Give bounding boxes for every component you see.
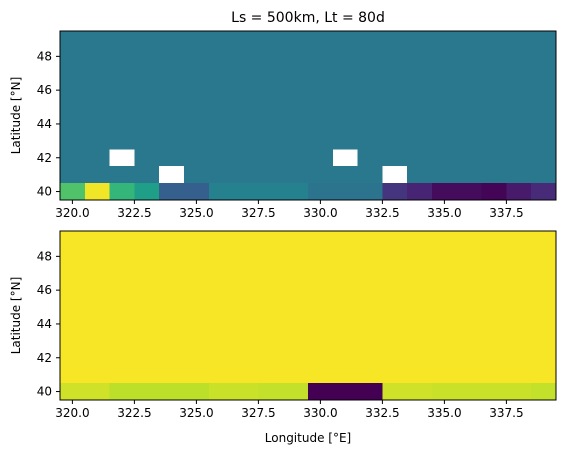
heatmap-cell bbox=[283, 383, 309, 400]
y-tick-label: 40 bbox=[37, 185, 52, 199]
y-tick-label: 48 bbox=[37, 249, 52, 263]
heatmap-cell bbox=[332, 183, 358, 200]
heatmap-cell bbox=[456, 383, 482, 400]
missing-cell bbox=[109, 149, 135, 167]
heatmap-cell bbox=[134, 183, 160, 200]
y-tick-label: 46 bbox=[37, 83, 52, 97]
heatmap-row-fill bbox=[60, 166, 556, 184]
y-tick-label: 48 bbox=[37, 49, 52, 63]
heatmap-cell bbox=[233, 383, 259, 400]
heatmap-cell bbox=[84, 183, 110, 200]
heatmap-cell bbox=[60, 183, 86, 200]
plot-frame bbox=[59, 30, 557, 201]
y-tick-label: 42 bbox=[37, 351, 52, 365]
heatmap-cell bbox=[357, 183, 383, 200]
plot-frame bbox=[59, 230, 557, 401]
heatmap-row-fill bbox=[60, 231, 556, 384]
heatmap-cell bbox=[208, 383, 234, 400]
missing-cell bbox=[159, 166, 184, 184]
x-tick-label: 320.0 bbox=[55, 406, 89, 420]
heatmap-cell bbox=[84, 383, 110, 400]
x-tick-label: 337.5 bbox=[489, 406, 523, 420]
heatmap-cell bbox=[308, 383, 334, 400]
heatmap-cell bbox=[184, 383, 210, 400]
y-tick-label: 40 bbox=[37, 385, 52, 399]
heatmap-cell bbox=[407, 183, 433, 200]
heatmap-cell bbox=[456, 183, 482, 200]
y-tick-label: 42 bbox=[37, 151, 52, 165]
heatmap-cell bbox=[258, 183, 284, 200]
y-axis-label: Latitude [°N] bbox=[9, 77, 23, 155]
x-axis-label: Longitude [°E] bbox=[265, 431, 351, 445]
heatmap-cell bbox=[481, 383, 507, 400]
x-tick-label: 327.5 bbox=[241, 206, 275, 220]
heatmap-cell bbox=[159, 383, 185, 400]
heatmap-cell bbox=[332, 383, 358, 400]
y-axis-label: Latitude [°N] bbox=[9, 277, 23, 355]
x-tick-label: 325.0 bbox=[179, 406, 213, 420]
heatmap-row-fill bbox=[60, 31, 556, 150]
x-tick-label: 322.5 bbox=[117, 206, 151, 220]
y-tick-label: 46 bbox=[37, 283, 52, 297]
heatmap-cell bbox=[357, 383, 383, 400]
x-tick-label: 320.0 bbox=[55, 206, 89, 220]
x-tick-label: 335.0 bbox=[427, 406, 461, 420]
x-tick-label: 322.5 bbox=[117, 406, 151, 420]
heatmap-cell bbox=[283, 183, 309, 200]
x-tick-label: 330.0 bbox=[303, 206, 337, 220]
heatmap-cell bbox=[60, 383, 86, 400]
heatmap-cell bbox=[159, 183, 185, 200]
x-tick-label: 325.0 bbox=[179, 206, 213, 220]
heatmap-cell bbox=[382, 383, 408, 400]
heatmap-cell bbox=[531, 383, 557, 400]
bottom-heatmap-panel: 320.0 322.5 325.0 327.5 330.0 332.5 335.0 337.5… bbox=[9, 230, 557, 445]
heatmap-cell bbox=[432, 383, 458, 400]
heatmap-cell bbox=[258, 383, 284, 400]
heatmap-cell bbox=[184, 183, 210, 200]
x-tick-label: 335.0 bbox=[427, 206, 461, 220]
top-heatmap-panel: 320.0 322.5 325.0 327.5 330.0 332.5 335.0 337.5… bbox=[9, 10, 557, 245]
missing-cell bbox=[382, 166, 408, 184]
heatmap-cell bbox=[109, 383, 135, 400]
y-tick-label: 44 bbox=[37, 117, 52, 131]
heatmap-cell bbox=[109, 183, 135, 200]
heatmap-cell bbox=[531, 183, 557, 200]
x-tick-label: 337.5 bbox=[489, 206, 523, 220]
missing-cell bbox=[332, 149, 358, 167]
chart-title: Ls = 500km, Lt = 80d bbox=[231, 10, 385, 26]
heatmap-cell bbox=[506, 183, 532, 200]
x-tick-label: 332.5 bbox=[365, 206, 399, 220]
heatmap-cell bbox=[481, 183, 507, 200]
heatmap-cell bbox=[208, 183, 234, 200]
heatmap-cell bbox=[506, 383, 532, 400]
heatmap-cell bbox=[308, 183, 334, 200]
heatmap-cell bbox=[432, 183, 458, 200]
heatmap-cell bbox=[407, 383, 433, 400]
y-tick-label: 44 bbox=[37, 317, 52, 331]
heatmap-row-fill bbox=[60, 149, 556, 167]
x-tick-label: 327.5 bbox=[241, 406, 275, 420]
heatmap-cell bbox=[382, 183, 408, 200]
x-tick-label: 332.5 bbox=[365, 406, 399, 420]
x-tick-label: 330.0 bbox=[303, 406, 337, 420]
heatmap-cell bbox=[233, 183, 259, 200]
heatmap-cell bbox=[134, 383, 160, 400]
